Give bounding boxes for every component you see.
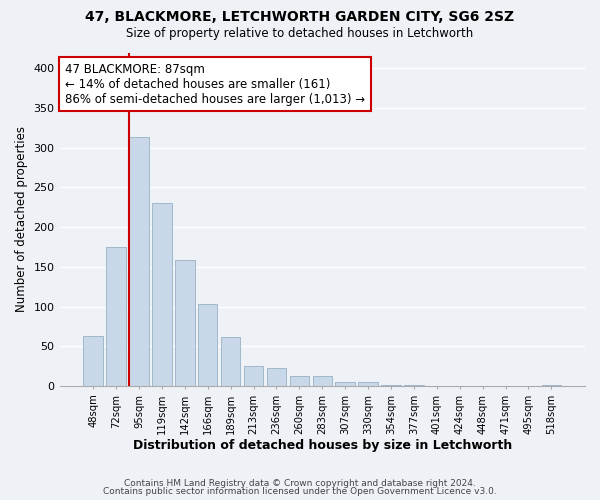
Text: 47 BLACKMORE: 87sqm
← 14% of detached houses are smaller (161)
86% of semi-detac: 47 BLACKMORE: 87sqm ← 14% of detached ho…	[65, 62, 365, 106]
Bar	[381, 385, 401, 386]
Y-axis label: Number of detached properties: Number of detached properties	[15, 126, 28, 312]
Text: Contains HM Land Registry data © Crown copyright and database right 2024.: Contains HM Land Registry data © Crown c…	[124, 478, 476, 488]
Bar	[106, 247, 126, 386]
Text: 47, BLACKMORE, LETCHWORTH GARDEN CITY, SG6 2SZ: 47, BLACKMORE, LETCHWORTH GARDEN CITY, S…	[85, 10, 515, 24]
Bar	[404, 385, 424, 386]
Bar	[175, 260, 194, 386]
Bar	[198, 304, 217, 386]
Bar	[290, 376, 309, 386]
Bar	[358, 382, 378, 386]
X-axis label: Distribution of detached houses by size in Letchworth: Distribution of detached houses by size …	[133, 440, 512, 452]
Text: Size of property relative to detached houses in Letchworth: Size of property relative to detached ho…	[127, 28, 473, 40]
Bar	[244, 366, 263, 386]
Bar	[335, 382, 355, 386]
Bar	[313, 376, 332, 386]
Bar	[267, 368, 286, 386]
Bar	[83, 336, 103, 386]
Bar	[542, 385, 561, 386]
Bar	[129, 138, 149, 386]
Bar	[221, 336, 241, 386]
Text: Contains public sector information licensed under the Open Government Licence v3: Contains public sector information licen…	[103, 487, 497, 496]
Bar	[152, 204, 172, 386]
